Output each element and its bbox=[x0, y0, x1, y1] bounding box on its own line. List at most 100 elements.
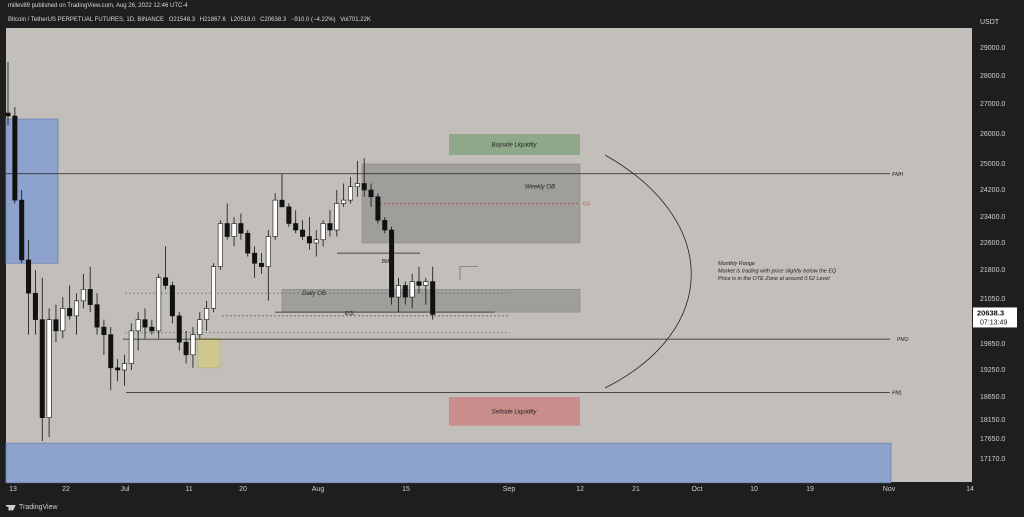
bearish-candle bbox=[5, 112, 11, 117]
bullish-candle bbox=[313, 239, 319, 244]
daily-ob-label: Daily OB bbox=[302, 291, 326, 297]
bearish-candle bbox=[39, 319, 45, 418]
bearish-candle bbox=[368, 189, 374, 198]
bullish-candle bbox=[197, 319, 203, 335]
yellow-fvg-zone bbox=[197, 338, 221, 369]
x-axis-ticks: 13 22 Jul 11 20 Aug 15 Sep 12 21 Oct 10 19 Nov 14 bbox=[9, 486, 974, 493]
x-tick-label: 11 bbox=[185, 486, 192, 493]
currency-label: USDT bbox=[980, 19, 1000, 26]
footer-brand: TradingView bbox=[19, 504, 58, 511]
zones-layer bbox=[5, 118, 892, 484]
x-tick-label: 13 bbox=[9, 486, 17, 493]
levels-layer bbox=[6, 173, 890, 393]
x-tick-label: 20 bbox=[239, 486, 247, 493]
blue-demand-zone-bottom bbox=[5, 442, 892, 484]
monthly-range-note-line: Monthly Range bbox=[718, 261, 755, 267]
x-tick-label: 12 bbox=[576, 486, 584, 493]
bullish-candle bbox=[128, 330, 134, 364]
bullish-candle bbox=[46, 319, 52, 418]
y-tick-label: 22600.0 bbox=[980, 240, 1005, 247]
bearish-candle bbox=[402, 285, 408, 298]
y-tick-label: 26000.0 bbox=[980, 131, 1005, 138]
y-tick-label: 23400.0 bbox=[980, 214, 1005, 221]
labels-layer: PMH PMO PML Buyside Liquidity Sellside Liqui… bbox=[302, 143, 908, 416]
bearish-candle bbox=[238, 223, 244, 234]
x-tick-label: Oct bbox=[692, 486, 703, 493]
bearish-candle bbox=[382, 219, 388, 231]
x-tick-label: 19 bbox=[806, 486, 814, 493]
y-tick-label: 17170.0 bbox=[980, 456, 1005, 463]
pml-label: PML bbox=[892, 391, 903, 397]
x-tick-label: 10 bbox=[750, 486, 758, 493]
monthly-range-note-line: Price is in the OTE Zone at around 0.62 … bbox=[718, 276, 830, 282]
monthly-range-note-line: Market is trading with price slightly be… bbox=[718, 269, 837, 275]
bearish-candle bbox=[87, 289, 93, 305]
last-price-value: 20638.3 bbox=[977, 308, 1004, 317]
bearish-candle bbox=[430, 281, 436, 315]
pmh-label: PMH bbox=[892, 172, 904, 178]
bullish-candle bbox=[423, 281, 429, 286]
bullish-candle bbox=[354, 183, 360, 188]
bullish-candle bbox=[265, 236, 271, 267]
x-tick-label: Aug bbox=[312, 486, 325, 493]
bearish-candle bbox=[375, 196, 381, 221]
y-axis-ticks: 29000.0 28000.0 27000.0 26000.0 25000.0 24200… bbox=[973, 45, 1017, 463]
bearish-candle bbox=[169, 285, 175, 317]
candles-layer bbox=[5, 62, 436, 442]
tradingview-logo-icon bbox=[6, 504, 16, 511]
symbol-legend: Bitcoin / TetherUS PERPETUAL FUTURES, 1D… bbox=[8, 17, 374, 23]
ohlc-low: L20518.0 bbox=[230, 17, 256, 23]
price-axis[interactable] bbox=[972, 28, 1018, 482]
bearish-candle bbox=[12, 115, 18, 201]
y-tick-label: 29000.0 bbox=[980, 45, 1005, 52]
y-tick-label: 18150.0 bbox=[980, 417, 1005, 424]
current-range-bracket bbox=[459, 266, 478, 280]
bearish-candle bbox=[142, 319, 148, 328]
bearish-candle bbox=[115, 367, 121, 371]
ohlc-open: O21548.3 bbox=[168, 17, 196, 23]
bearish-candle bbox=[108, 334, 114, 369]
y-tick-label: 28000.0 bbox=[980, 73, 1005, 80]
bearish-candle bbox=[306, 236, 312, 244]
bms-label: BMS bbox=[382, 259, 394, 265]
bearish-candle bbox=[67, 308, 73, 317]
symbol-name[interactable]: Bitcoin / TetherUS PERPETUAL FUTURES, 1D… bbox=[8, 17, 165, 23]
volume-value: Vol701.22K bbox=[340, 17, 371, 23]
ohlc-high: H21867.6 bbox=[199, 17, 226, 23]
countdown-timer: 07:13:49 bbox=[980, 319, 1007, 326]
x-tick-label: 21 bbox=[632, 486, 640, 493]
x-tick-label: 14 bbox=[966, 486, 974, 493]
publisher-line: millev89 published on TradingView.com, A… bbox=[8, 3, 188, 9]
bearish-candle bbox=[279, 199, 285, 208]
buyside-liquidity-zone bbox=[449, 134, 580, 155]
bullish-candle bbox=[60, 308, 66, 332]
x-tick-label: 15 bbox=[402, 486, 410, 493]
bearish-candle bbox=[416, 281, 422, 286]
bearish-candle bbox=[293, 223, 299, 231]
x-tick-label: Nov bbox=[883, 486, 896, 493]
bearish-candle bbox=[149, 326, 155, 332]
weekly-ob-zone bbox=[361, 163, 581, 244]
y-tick-label: 19250.0 bbox=[980, 367, 1005, 374]
bullish-candle bbox=[121, 363, 127, 371]
x-tick-label: Jul bbox=[121, 486, 130, 493]
sellside-label: Sellside Liquidity bbox=[492, 409, 538, 415]
bearish-candle bbox=[389, 229, 395, 298]
bullish-candle bbox=[74, 300, 80, 317]
bullish-candle bbox=[135, 319, 141, 332]
bearish-candle bbox=[252, 252, 258, 264]
y-tick-label: 17650.0 bbox=[980, 436, 1005, 443]
eql-label: EQL bbox=[345, 311, 355, 317]
pmo-label: PMO bbox=[897, 337, 909, 343]
ohlc-change: −910.0 (−4.22%) bbox=[290, 17, 336, 23]
bearish-candle bbox=[327, 223, 333, 231]
bearish-candle bbox=[26, 259, 32, 294]
bullish-candle bbox=[231, 223, 237, 237]
bearish-candle bbox=[19, 199, 25, 261]
last-price-tag bbox=[973, 307, 1017, 328]
bearish-candle bbox=[258, 262, 264, 267]
x-tick-label: Sep bbox=[503, 486, 516, 493]
bullish-candle bbox=[409, 281, 415, 298]
